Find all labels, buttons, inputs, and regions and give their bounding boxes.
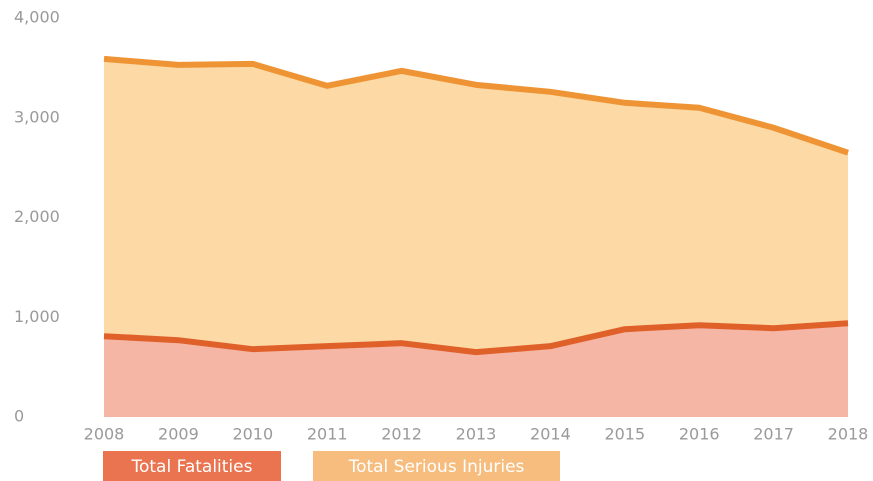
page: {"chart_data": {"type": "area", "categor… <box>0 0 873 481</box>
x-tick-label: 2009 <box>158 425 199 444</box>
x-tick-label: 2011 <box>307 425 348 444</box>
y-tick-label: 0 <box>14 407 24 426</box>
legend-label: Total Fatalities <box>131 457 253 477</box>
x-tick-label: 2014 <box>530 425 571 444</box>
x-tick-label: 2012 <box>381 425 422 444</box>
x-tick-label: 2016 <box>679 425 720 444</box>
y-tick-label: 1,000 <box>14 307 60 326</box>
y-tick-label: 4,000 <box>14 8 60 27</box>
y-tick-label: 2,000 <box>14 207 60 226</box>
x-tick-label: 2010 <box>232 425 273 444</box>
x-tick-label: 2015 <box>604 425 645 444</box>
x-tick-label: 2008 <box>84 425 125 444</box>
y-tick-label: 3,000 <box>14 107 60 126</box>
x-tick-label: 2013 <box>456 425 497 444</box>
legend-label: Total Serious Injuries <box>348 457 525 477</box>
x-tick-label: 2018 <box>828 425 869 444</box>
x-tick-label: 2017 <box>753 425 794 444</box>
chart: 0 1,000 2,000 3,000 4,000 2008 2009 2010 2011 201… <box>0 0 873 481</box>
